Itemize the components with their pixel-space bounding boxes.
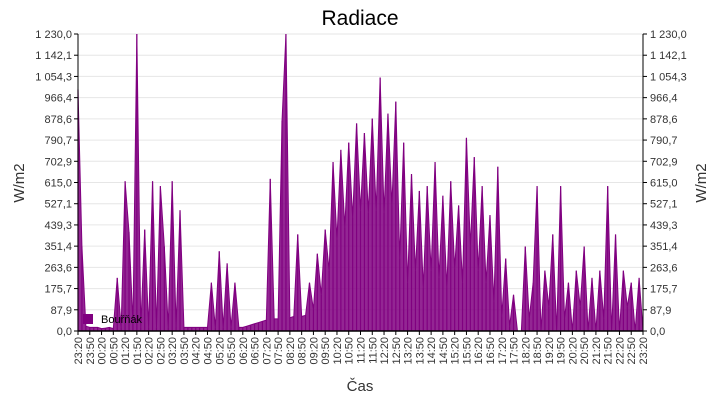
y-tick-label-right: 1 142,1 — [650, 50, 687, 62]
x-tick-label: 23:20 — [638, 337, 650, 365]
x-tick-label: 11:20 — [356, 337, 368, 364]
y-tick-label-right: 702,9 — [650, 156, 678, 168]
x-tick-label: 23:50 — [85, 337, 97, 365]
chart-title: Radiace — [321, 7, 398, 30]
y-tick-label-right: 878,6 — [650, 114, 678, 126]
x-tick-label: 14:50 — [438, 337, 450, 365]
x-tick-label: 21:20 — [591, 337, 603, 365]
y-tick-label: 439,3 — [44, 220, 72, 232]
x-tick-label: 16:20 — [473, 337, 485, 365]
x-tick-label: 00:20 — [97, 337, 109, 365]
x-tick-label: 19:20 — [544, 337, 556, 365]
y-tick-label: 1 230,0 — [35, 29, 72, 41]
x-tick-label: 08:50 — [297, 337, 309, 365]
y-tick-label: 966,4 — [44, 93, 72, 105]
x-tick-label: 00:50 — [108, 337, 120, 365]
x-tick-label: 20:20 — [567, 337, 579, 365]
x-tick-label: 04:20 — [191, 337, 203, 365]
x-tick-label: 05:50 — [226, 337, 238, 365]
y-tick-label-right: 175,7 — [650, 284, 678, 296]
y-tick-label-right: 87,9 — [650, 305, 671, 317]
legend-swatch — [83, 314, 93, 324]
y-tick-label: 1 142,1 — [35, 50, 72, 62]
x-tick-label: 08:20 — [285, 337, 297, 365]
x-tick-label: 18:50 — [532, 337, 544, 365]
x-tick-label: 20:50 — [579, 337, 591, 365]
x-tick-label: 14:20 — [426, 337, 438, 365]
legend: Bouřňák — [83, 314, 142, 326]
y-axis-label-right: W/m2 — [693, 163, 710, 202]
y-tick-label: 0,0 — [57, 326, 72, 338]
y-tick-label-right: 966,4 — [650, 93, 678, 105]
x-tick-label: 10:20 — [332, 337, 344, 365]
y-tick-label-right: 615,0 — [650, 178, 678, 190]
x-tick-label: 03:50 — [179, 337, 191, 365]
x-tick-label: 01:20 — [120, 337, 132, 365]
x-tick-label: 12:20 — [379, 337, 391, 365]
x-tick-label: 15:50 — [461, 337, 473, 365]
y-tick-label: 351,4 — [44, 241, 72, 253]
x-tick-label: 07:50 — [273, 337, 285, 365]
x-tick-label: 01:50 — [132, 337, 144, 365]
x-tick-label: 07:20 — [261, 337, 273, 365]
y-tick-label-right: 790,7 — [650, 135, 678, 147]
x-tick-label: 02:50 — [155, 337, 167, 365]
x-tick-label: 05:20 — [214, 337, 226, 365]
x-tick-label: 15:20 — [450, 337, 462, 365]
x-tick-label: 06:50 — [250, 337, 262, 365]
y-tick-label: 878,6 — [44, 114, 72, 126]
y-tick-label-right: 0,0 — [650, 326, 665, 338]
y-tick-label: 702,9 — [44, 156, 72, 168]
x-tick-label: 03:20 — [167, 337, 179, 365]
x-tick-label: 17:50 — [509, 337, 521, 365]
x-tick-label: 13:50 — [414, 337, 426, 365]
legend-label: Bouřňák — [101, 314, 142, 326]
x-tick-label: 09:50 — [320, 337, 332, 365]
x-tick-label: 16:50 — [485, 337, 497, 365]
y-tick-label: 615,0 — [44, 178, 72, 190]
y-tick-label: 87,9 — [51, 305, 72, 317]
y-tick-label-right: 1 230,0 — [650, 29, 687, 41]
y-tick-label: 175,7 — [44, 284, 72, 296]
x-tick-label: 19:50 — [556, 337, 568, 365]
x-tick-label: 13:20 — [403, 337, 415, 365]
x-tick-label: 10:50 — [344, 337, 356, 365]
y-tick-label: 263,6 — [44, 262, 72, 274]
x-tick-label: 02:20 — [144, 337, 156, 365]
y-tick-label-right: 1 054,3 — [650, 71, 687, 83]
y-tick-label-right: 439,3 — [650, 220, 678, 232]
x-tick-label: 21:50 — [603, 337, 615, 365]
x-tick-label: 18:20 — [520, 337, 532, 365]
y-axis-label-left: W/m2 — [11, 163, 28, 202]
x-tick-label: 04:50 — [202, 337, 214, 365]
y-tick-label-right: 527,1 — [650, 199, 678, 211]
x-tick-label: 12:50 — [391, 337, 403, 365]
y-tick-label-right: 263,6 — [650, 262, 678, 274]
x-axis-label: Čas — [347, 378, 374, 395]
x-tick-label: 06:20 — [238, 337, 250, 365]
y-tick-label: 790,7 — [44, 135, 72, 147]
x-tick-label: 17:20 — [497, 337, 509, 365]
y-tick-label: 527,1 — [44, 199, 72, 211]
y-tick-label-right: 351,4 — [650, 241, 678, 253]
x-tick-label: 11:50 — [367, 337, 379, 364]
x-tick-label: 23:20 — [73, 337, 85, 365]
x-tick-label: 22:50 — [626, 337, 638, 365]
x-tick-label: 22:20 — [614, 337, 626, 365]
x-tick-label: 09:20 — [308, 337, 320, 365]
y-tick-label: 1 054,3 — [35, 71, 72, 83]
